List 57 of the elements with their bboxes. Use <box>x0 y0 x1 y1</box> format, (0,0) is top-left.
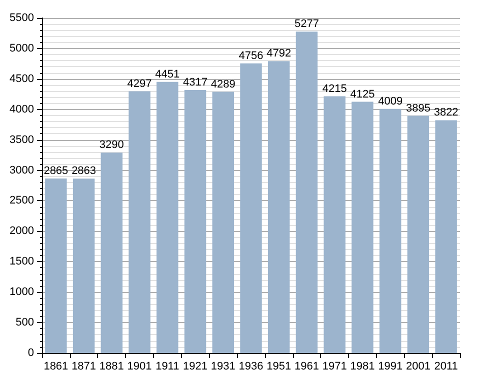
x-tick-label: 1936 <box>238 360 264 372</box>
y-tick-label: 1500 <box>10 256 34 268</box>
bar <box>45 178 67 353</box>
y-tick-label: 0 <box>28 347 34 359</box>
y-tick-label: 2500 <box>10 194 34 207</box>
x-tick-label: 1911 <box>156 360 180 372</box>
data-label: 4792 <box>266 48 292 60</box>
bar <box>212 92 234 353</box>
data-label: 4215 <box>322 82 347 95</box>
bar <box>100 152 123 353</box>
y-tick-label: 5500 <box>10 12 34 24</box>
y-tick-label: 3500 <box>10 134 34 146</box>
bar <box>324 96 346 353</box>
y-tick-label: 4500 <box>10 72 34 85</box>
y-tick-label: 3000 <box>10 164 34 176</box>
data-label: 5277 <box>294 18 319 30</box>
data-label: 3290 <box>99 139 124 152</box>
data-label: 4756 <box>238 50 264 62</box>
x-tick-label: 1881 <box>99 360 124 372</box>
y-tick-label: 4000 <box>10 103 34 116</box>
bar <box>72 178 95 353</box>
bar <box>268 61 290 353</box>
x-tick-label: 1861 <box>44 360 68 372</box>
y-tick-label: 1000 <box>10 286 34 298</box>
data-label: 3895 <box>406 102 430 114</box>
y-tick-label: 500 <box>16 316 34 329</box>
x-tick-label: 1931 <box>210 360 236 372</box>
data-label: 2863 <box>72 165 96 178</box>
x-tick-label: 1981 <box>350 360 375 372</box>
data-label: 4009 <box>378 95 403 108</box>
x-tick-label: 1961 <box>294 360 319 372</box>
data-label: 2865 <box>44 164 68 177</box>
bar <box>407 116 430 353</box>
x-tick-label: 1951 <box>266 360 292 372</box>
x-tick-label: 1871 <box>72 360 96 372</box>
data-label: 4451 <box>155 68 180 80</box>
x-tick-label: 2011 <box>434 360 458 372</box>
bar <box>379 108 402 353</box>
y-tick-label: 5000 <box>10 42 34 54</box>
x-tick-label: 1921 <box>183 360 208 372</box>
data-label: 4317 <box>183 76 208 89</box>
bar <box>184 90 206 353</box>
bar <box>156 82 178 353</box>
bar <box>435 120 457 353</box>
data-label: 4125 <box>350 88 375 100</box>
bar <box>128 91 150 353</box>
x-tick-label: 2001 <box>406 360 430 372</box>
data-label: 3822 <box>434 106 458 119</box>
bar <box>352 102 374 353</box>
x-tick-label: 1971 <box>322 360 347 372</box>
data-label: 4289 <box>210 78 236 90</box>
bar <box>240 63 262 353</box>
bar <box>296 32 318 353</box>
data-label: 4297 <box>127 78 152 90</box>
x-tick-label: 1991 <box>378 360 403 372</box>
x-tick-label: 1901 <box>127 360 152 372</box>
y-tick-label: 2000 <box>10 225 34 238</box>
